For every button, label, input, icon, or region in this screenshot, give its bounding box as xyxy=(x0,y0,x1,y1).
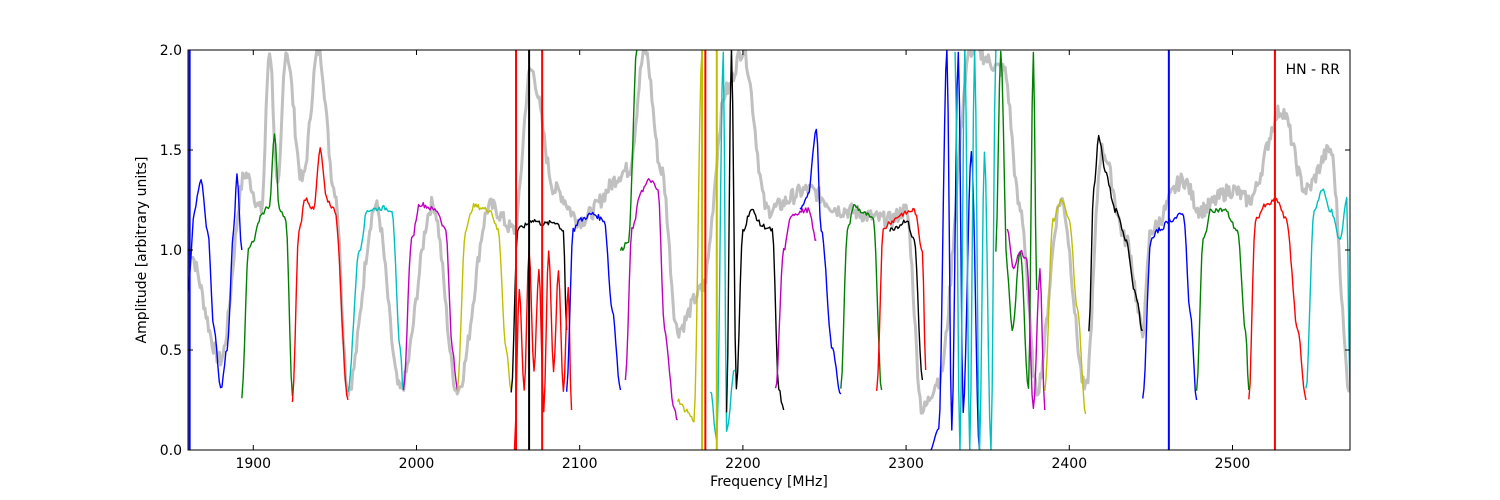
series-line-0 xyxy=(188,173,243,389)
series-line-28 xyxy=(1305,188,1350,391)
series-line-3 xyxy=(347,204,405,393)
x-tick-label: 2300 xyxy=(888,456,924,472)
series-line-7 xyxy=(513,249,573,450)
series-line-15 xyxy=(799,128,842,395)
x-axis-label: Frequency [MHz] xyxy=(710,474,828,490)
series-line-21 xyxy=(995,50,1038,390)
series-group xyxy=(188,50,1350,450)
x-tick-label: 2200 xyxy=(725,456,761,472)
series-line-8 xyxy=(565,211,622,392)
series-line-22 xyxy=(1006,228,1046,411)
y-tick-label: 0.0 xyxy=(160,443,182,459)
series-line-19 xyxy=(930,50,981,450)
series-line-27 xyxy=(1248,197,1307,401)
series-line-10 xyxy=(624,177,679,421)
series-line-2 xyxy=(291,147,349,403)
plot-frame xyxy=(187,49,1351,451)
background-series xyxy=(188,50,1350,415)
series-line-12 xyxy=(709,51,736,443)
y-tick-label: 0.5 xyxy=(160,343,182,359)
x-tick-label: 2100 xyxy=(562,456,598,472)
series-line-14 xyxy=(774,207,817,389)
axis-ticks: 1900 2000 2100 2200 2300 2400 2500 0.0 0.5 1.0 1.5… xyxy=(160,43,1350,472)
series-line-17 xyxy=(876,207,927,391)
series-line-1 xyxy=(241,133,294,399)
series-line-4 xyxy=(402,201,458,391)
x-tick-label: 2400 xyxy=(1051,456,1087,472)
series-line-6 xyxy=(510,218,568,393)
y-tick-label: 1.0 xyxy=(160,243,182,259)
background-series-line xyxy=(188,50,1350,415)
series-line-26 xyxy=(1195,207,1250,391)
x-tick-label: 2000 xyxy=(399,456,435,472)
y-axis-label: Amplitude [arbitrary units] xyxy=(134,157,150,344)
series-line-23 xyxy=(1044,198,1087,415)
series-line-13 xyxy=(725,50,785,413)
series-line-16 xyxy=(840,204,883,391)
x-tick-label: 2500 xyxy=(1215,456,1251,472)
x-tick-label: 1900 xyxy=(235,456,271,472)
series-line-18 xyxy=(889,219,924,381)
series-line-24 xyxy=(1088,134,1143,332)
y-tick-label: 2.0 xyxy=(160,43,182,59)
series-line-11 xyxy=(676,50,703,423)
series-line-5 xyxy=(456,202,512,391)
series-line-9 xyxy=(619,50,638,251)
y-tick-label: 1.5 xyxy=(160,143,182,159)
series-line-20 xyxy=(954,50,997,450)
annotation-label: HN - RR xyxy=(1286,62,1341,78)
